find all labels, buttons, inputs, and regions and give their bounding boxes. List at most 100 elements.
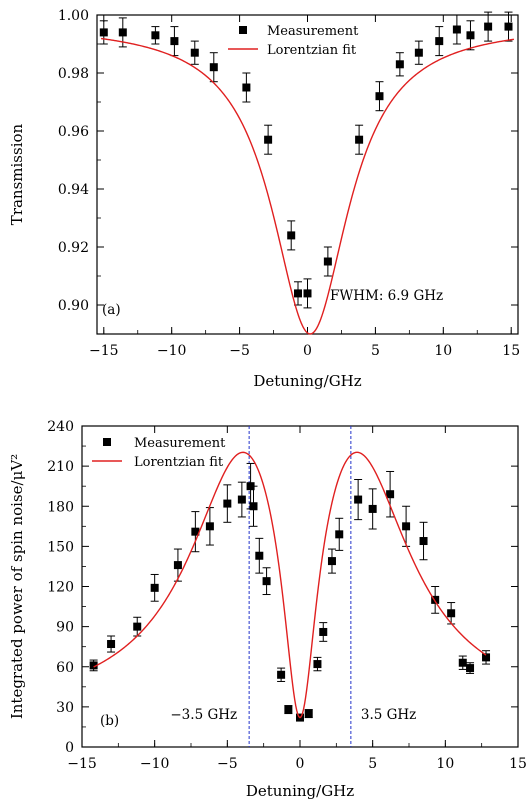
legend-label: Lorentzian fit bbox=[267, 43, 357, 58]
y-tick-label: 180 bbox=[47, 499, 74, 515]
data-point bbox=[466, 31, 475, 40]
data-point bbox=[313, 660, 322, 669]
data-point bbox=[205, 522, 214, 531]
data-point bbox=[323, 257, 332, 266]
y-axis-title: Transmission bbox=[8, 123, 26, 225]
data-point bbox=[255, 551, 264, 560]
data-point bbox=[264, 135, 273, 144]
panel-label: (b) bbox=[100, 713, 119, 729]
data-point bbox=[368, 504, 377, 513]
data-point bbox=[419, 537, 428, 546]
data-point bbox=[133, 622, 142, 631]
y-tick-label: 60 bbox=[56, 660, 74, 676]
x-tick-label: −5 bbox=[217, 756, 238, 772]
data-point bbox=[99, 28, 108, 37]
fit-curve bbox=[93, 451, 487, 719]
y-tick-label: 240 bbox=[47, 419, 74, 435]
fit-curve bbox=[100, 37, 515, 335]
x-tick-label: 15 bbox=[509, 756, 527, 772]
data-point bbox=[319, 627, 328, 636]
data-point bbox=[277, 670, 286, 679]
data-point bbox=[151, 31, 160, 40]
data-point bbox=[293, 289, 302, 298]
data-point bbox=[386, 490, 395, 499]
y-tick-label: 90 bbox=[56, 620, 74, 636]
y-tick-label: 210 bbox=[47, 459, 74, 475]
data-point bbox=[262, 577, 271, 586]
data-point bbox=[150, 583, 159, 592]
data-point bbox=[335, 530, 344, 539]
y-tick-label: 0.90 bbox=[58, 298, 89, 314]
data-point bbox=[355, 135, 364, 144]
data-point bbox=[284, 705, 293, 714]
data-point bbox=[107, 640, 116, 649]
x-axis-title: Detuning/GHz bbox=[253, 372, 361, 390]
data-point bbox=[89, 661, 98, 670]
data-point bbox=[190, 48, 199, 57]
chart-panel-b: −15 −10 −5 0 5 10 150306090120150180210240Detu… bbox=[8, 419, 527, 800]
data-point bbox=[414, 48, 423, 57]
data-point bbox=[354, 495, 363, 504]
data-point bbox=[484, 22, 493, 31]
legend-label: Measurement bbox=[134, 436, 226, 451]
y-tick-label: 120 bbox=[47, 580, 74, 596]
data-point bbox=[209, 63, 218, 72]
plot-frame bbox=[81, 425, 519, 748]
data-point bbox=[242, 83, 251, 92]
y-tick-label: 1.00 bbox=[58, 8, 89, 24]
data-point bbox=[303, 289, 312, 298]
reference-line-label: 3.5 GHz bbox=[361, 707, 416, 723]
data-point bbox=[249, 502, 258, 511]
x-tick-label: −10 bbox=[140, 756, 170, 772]
data-point bbox=[482, 653, 491, 662]
y-tick-label: 0.96 bbox=[58, 124, 89, 140]
data-point bbox=[173, 561, 182, 570]
y-tick-label: 0.98 bbox=[58, 66, 89, 82]
legend-marker bbox=[239, 26, 247, 34]
legend-label: Measurement bbox=[267, 24, 359, 39]
x-axis-title: Detuning/GHz bbox=[246, 782, 354, 800]
data-point bbox=[223, 499, 232, 508]
data-point bbox=[431, 595, 440, 604]
data-point bbox=[304, 709, 313, 718]
legend-label: Lorentzian fit bbox=[134, 455, 224, 470]
data-point bbox=[170, 37, 179, 46]
x-tick-label: −15 bbox=[89, 343, 119, 359]
x-tick-label: 5 bbox=[368, 756, 377, 772]
data-point bbox=[375, 92, 384, 101]
y-tick-label: 150 bbox=[47, 539, 74, 555]
data-point bbox=[466, 664, 475, 673]
x-tick-label: −5 bbox=[229, 343, 250, 359]
chart-panel-a: −15 −10 −5 0 5 10 15 0.90 0.92 0.94 0.96 0.98 1.00 De… bbox=[8, 8, 520, 390]
data-point bbox=[287, 231, 296, 240]
reference-line-label: −3.5 GHz bbox=[170, 707, 237, 723]
x-tick-label: 0 bbox=[303, 343, 312, 359]
data-point bbox=[504, 22, 513, 31]
legend-marker bbox=[103, 438, 111, 446]
x-tick-label: 10 bbox=[434, 343, 452, 359]
x-tick-label: 0 bbox=[296, 756, 305, 772]
data-point bbox=[402, 522, 411, 531]
x-tick-label: 10 bbox=[436, 756, 454, 772]
data-point bbox=[458, 658, 467, 667]
panel-label: (a) bbox=[102, 302, 121, 318]
data-point bbox=[237, 495, 246, 504]
data-point bbox=[452, 25, 461, 34]
x-tick-label: 15 bbox=[502, 343, 520, 359]
data-point bbox=[435, 37, 444, 46]
x-tick-label: −15 bbox=[67, 756, 97, 772]
y-axis-title: Integrated power of spin noise/μV² bbox=[8, 454, 26, 719]
fwhm-annotation: FWHM: 6.9 GHz bbox=[330, 288, 443, 304]
data-point bbox=[191, 527, 200, 536]
y-tick-label: 0 bbox=[65, 740, 74, 756]
data-point bbox=[118, 28, 127, 37]
x-tick-label: 5 bbox=[371, 343, 380, 359]
y-tick-label: 0.92 bbox=[58, 240, 89, 256]
y-tick-label: 0.94 bbox=[58, 182, 89, 198]
data-point bbox=[395, 60, 404, 69]
data-point bbox=[327, 557, 336, 566]
data-point bbox=[447, 609, 456, 618]
y-tick-label: 30 bbox=[56, 700, 74, 716]
x-tick-label: −10 bbox=[157, 343, 187, 359]
